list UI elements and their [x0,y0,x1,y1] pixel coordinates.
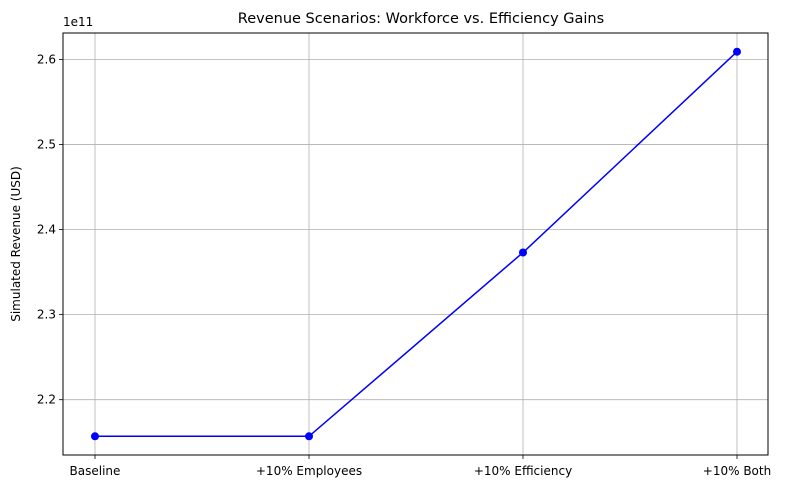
data-point [305,432,313,441]
y-tick-label: 2.2 [37,393,56,407]
x-tick-label: +10% Employees [256,464,362,478]
x-tick-label: +10% Both [703,464,771,478]
chart-title: Revenue Scenarios: Workforce vs. Efficie… [238,11,604,27]
data-point [733,47,741,56]
y-tick-label: 2.5 [37,137,56,151]
series-layer [91,47,741,441]
y-axis-offset-label: 1e11 [63,15,93,29]
y-tick-label: 2.4 [37,223,56,237]
tick-layer: Baseline +10% Employees +10% Efficiency +10… [37,52,771,478]
y-tick-label: 2.6 [37,52,56,66]
y-axis-label: Simulated Revenue (USD) [9,166,23,322]
x-tick-label: +10% Efficiency [474,464,572,478]
y-tick-label: 2.3 [37,308,56,322]
grid-layer [63,33,768,455]
plot-area-frame [62,32,769,456]
data-point [91,432,99,441]
data-point [519,248,527,257]
x-tick-label: Baseline [70,464,121,478]
series-line [95,51,738,438]
